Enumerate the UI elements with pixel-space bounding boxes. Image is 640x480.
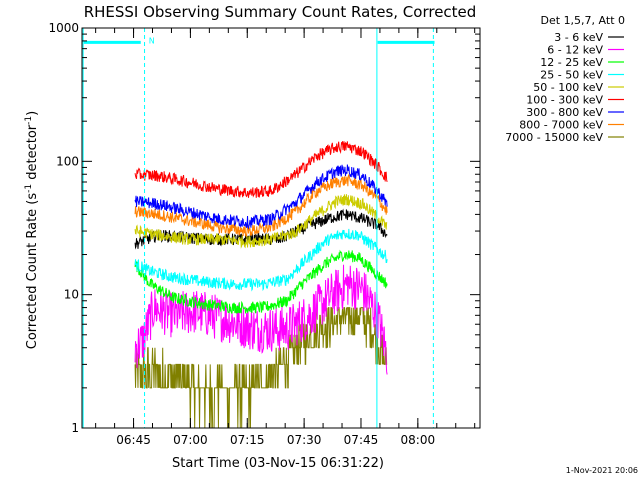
legend-entry-label: 50 - 100 keV <box>533 81 603 94</box>
x-tick-label: 08:00 <box>401 433 436 447</box>
series-line <box>134 249 388 314</box>
series-line <box>134 141 388 199</box>
plot-layer: N <box>82 28 435 429</box>
legend-entry-label: 3 - 6 keV <box>554 31 603 44</box>
x-tick-label: 07:00 <box>173 433 208 447</box>
series-line <box>134 164 388 230</box>
y-tick-label: 1 <box>71 421 79 435</box>
plot-frame <box>81 27 481 429</box>
series-line <box>134 173 388 237</box>
y-tick-label: 100 <box>56 154 79 168</box>
series-line <box>134 264 388 375</box>
y-tick-label: 10 <box>64 288 79 302</box>
legend-header: Det 1,5,7, Att 0 <box>541 14 625 27</box>
legend-entry-label: 100 - 300 keV <box>526 94 603 107</box>
date-stamp: 1-Nov-2021 20:06 <box>566 466 638 475</box>
x-tick-label: 07:15 <box>230 433 265 447</box>
axes-layer: 1 10 100 1000 06:45 07:00 07:15 07:30 07:45 08:00 <box>48 21 480 447</box>
attenuator-label: N <box>149 36 155 45</box>
series-line <box>134 194 388 249</box>
y-axis-label: Corrected Count Rate (s-1 detector-1) <box>24 111 40 349</box>
legend-entry-label: 12 - 25 keV <box>540 56 603 69</box>
legend-entry-label: 6 - 12 keV <box>547 44 603 57</box>
chart-title: RHESSI Observing Summary Count Rates, Co… <box>84 3 477 21</box>
legend-entry-label: 25 - 50 keV <box>540 69 603 82</box>
series-line <box>134 307 388 429</box>
legend-entry-label: 7000 - 15000 keV <box>505 131 603 144</box>
x-axis-label: Start Time (03-Nov-15 06:31:22) <box>172 456 384 471</box>
series-line <box>134 228 388 292</box>
x-tick-label: 06:45 <box>116 433 151 447</box>
x-tick-label: 07:30 <box>287 433 322 447</box>
x-tick-label: 07:45 <box>344 433 379 447</box>
y-tick-label: 1000 <box>48 21 79 35</box>
legend-entry-label: 800 - 7000 keV <box>519 119 603 132</box>
legend-entry-label: 300 - 800 keV <box>526 106 603 119</box>
